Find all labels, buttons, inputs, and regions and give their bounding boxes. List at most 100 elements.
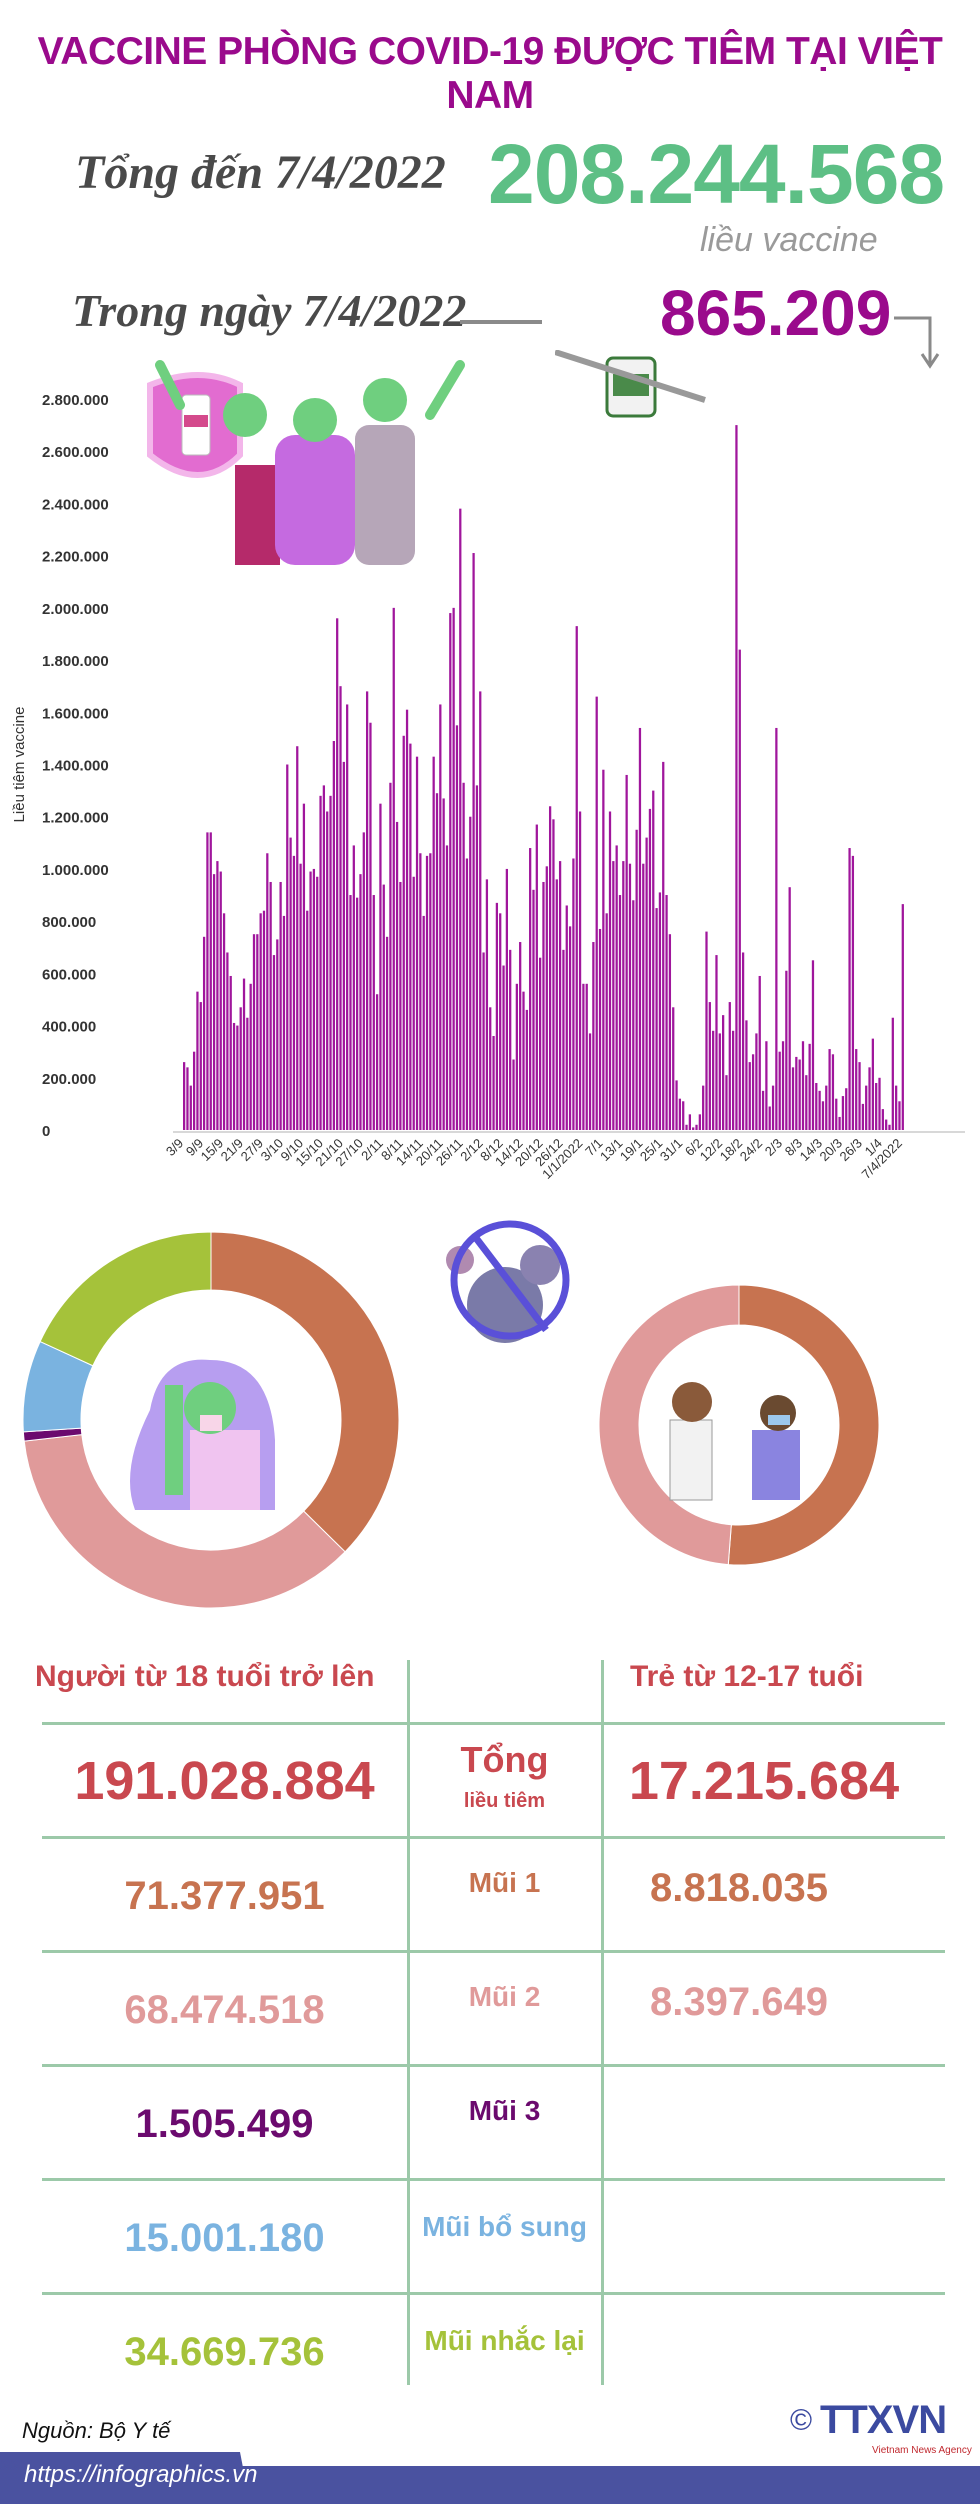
bar bbox=[895, 1085, 898, 1130]
y-tick-label: 2.400.000 bbox=[42, 496, 109, 513]
day-label: Trong ngày 7/4/2022 bbox=[72, 285, 467, 336]
bar bbox=[572, 858, 575, 1130]
bar bbox=[628, 863, 632, 1130]
adult-value: 71.377.951 bbox=[124, 1874, 325, 1918]
bar bbox=[455, 725, 459, 1130]
bar bbox=[272, 955, 276, 1130]
bar bbox=[682, 1101, 685, 1130]
bar bbox=[222, 913, 226, 1130]
bar bbox=[692, 1127, 695, 1130]
child-value: 17.215.684 bbox=[628, 1751, 900, 1811]
table-row-divider bbox=[42, 2178, 945, 2181]
bar bbox=[811, 960, 815, 1130]
bar bbox=[206, 832, 209, 1130]
bar bbox=[708, 1002, 711, 1130]
bar bbox=[775, 727, 778, 1130]
bar bbox=[479, 691, 482, 1130]
bar bbox=[189, 1085, 192, 1130]
bar bbox=[768, 1106, 771, 1130]
bar bbox=[845, 1088, 848, 1130]
bar bbox=[252, 934, 256, 1130]
donut-adults bbox=[22, 1231, 400, 1609]
logo-text: TTXVN bbox=[820, 2398, 947, 2442]
site-url[interactable]: https://infographics.vn bbox=[24, 2461, 258, 2488]
row-label: Tổng bbox=[460, 1739, 549, 1780]
logo-subtitle: Vietnam News Agency bbox=[872, 2445, 972, 2456]
bar bbox=[602, 769, 605, 1130]
y-tick-label: 2.000.000 bbox=[42, 601, 109, 618]
bar bbox=[841, 1096, 845, 1130]
bar bbox=[505, 868, 508, 1130]
bar bbox=[495, 902, 499, 1130]
bar bbox=[236, 1025, 239, 1130]
total-value: 208.244.568 bbox=[488, 127, 945, 221]
bar bbox=[878, 1077, 881, 1130]
bar-chart: 0 200.000 400.000 600.000 800.000 1.000.000 1.… bbox=[11, 392, 965, 1182]
bar bbox=[698, 1114, 701, 1130]
adult-value: 68.474.518 bbox=[124, 1988, 325, 2032]
bar bbox=[568, 926, 572, 1130]
bar bbox=[306, 910, 309, 1130]
table-row-divider bbox=[42, 2064, 945, 2067]
bar bbox=[901, 904, 904, 1130]
bar bbox=[392, 607, 395, 1130]
bar bbox=[425, 855, 429, 1130]
table-divider bbox=[601, 1660, 604, 2385]
x-tick-label: 24/2 bbox=[737, 1136, 766, 1165]
bar bbox=[309, 871, 312, 1130]
bar bbox=[429, 853, 432, 1130]
bar bbox=[256, 934, 259, 1130]
bar bbox=[332, 741, 335, 1130]
bar bbox=[851, 855, 855, 1130]
bar bbox=[459, 508, 462, 1130]
row-label: Mũi 3 bbox=[468, 2095, 541, 2126]
bar bbox=[515, 983, 518, 1130]
donut-slice bbox=[598, 1284, 740, 1566]
bar bbox=[485, 879, 489, 1130]
bar bbox=[415, 756, 419, 1130]
bar bbox=[539, 957, 542, 1130]
bar bbox=[289, 837, 292, 1130]
row-label: Mũi bổ sung bbox=[422, 2211, 587, 2242]
bar bbox=[558, 861, 562, 1130]
bar bbox=[482, 952, 485, 1130]
bar bbox=[209, 832, 212, 1130]
bar bbox=[695, 1124, 698, 1130]
vaccine-syringe-illustration bbox=[555, 350, 706, 418]
bar bbox=[229, 975, 232, 1130]
bar bbox=[835, 1098, 838, 1130]
bar bbox=[565, 905, 568, 1130]
bar bbox=[449, 613, 452, 1130]
bar bbox=[555, 879, 558, 1130]
bar bbox=[292, 855, 296, 1130]
row-sublabel: liều tiêm bbox=[463, 1790, 546, 1812]
bar bbox=[199, 1002, 202, 1130]
bar bbox=[452, 607, 455, 1130]
bar bbox=[365, 691, 369, 1130]
bar bbox=[615, 845, 618, 1130]
donut-slice bbox=[23, 1434, 346, 1609]
bar bbox=[462, 782, 465, 1130]
y-tick-label: 2.800.000 bbox=[42, 392, 109, 409]
bar bbox=[578, 811, 582, 1130]
column-header-children: Trẻ từ 12-17 tuổi bbox=[630, 1660, 864, 1693]
bar bbox=[509, 949, 512, 1130]
bar bbox=[715, 955, 718, 1130]
bar bbox=[226, 952, 229, 1130]
bar bbox=[442, 798, 445, 1130]
bar bbox=[672, 1007, 675, 1130]
bar bbox=[542, 881, 545, 1130]
bar bbox=[725, 1075, 728, 1130]
bar bbox=[282, 915, 286, 1130]
bar bbox=[525, 1009, 528, 1130]
bar bbox=[399, 881, 402, 1130]
bar bbox=[801, 1041, 805, 1130]
page-title: VACCINE PHÒNG COVID-19 ĐƯỢC TIÊM TẠI VIỆ… bbox=[37, 30, 943, 117]
bar bbox=[346, 704, 349, 1130]
bar bbox=[432, 756, 435, 1130]
bar bbox=[302, 803, 306, 1130]
donut-charts bbox=[22, 1231, 880, 1609]
bar bbox=[242, 978, 246, 1130]
bar bbox=[831, 1054, 835, 1130]
bar bbox=[808, 1043, 811, 1130]
